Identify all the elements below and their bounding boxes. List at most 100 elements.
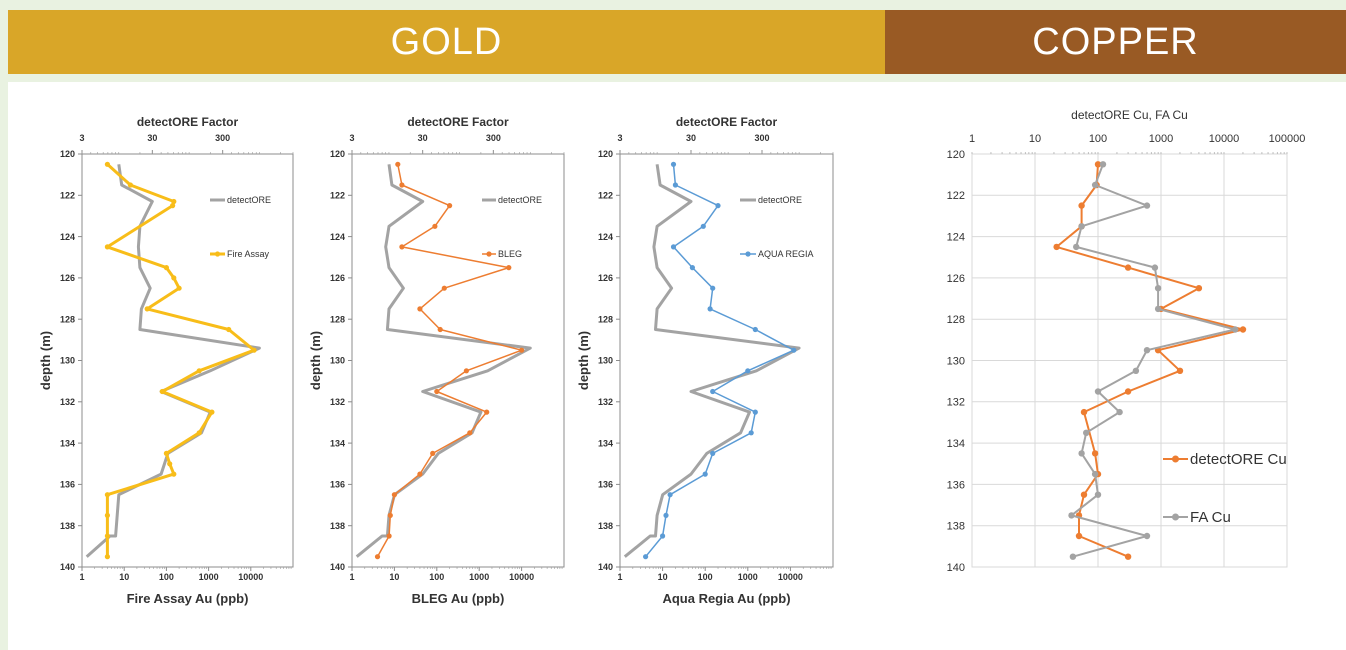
y-tick-label: 122 — [330, 190, 345, 200]
plot-frame — [81, 153, 294, 568]
series-line-detectore — [355, 164, 532, 558]
data-point — [1091, 450, 1099, 457]
y-tick-label: 140 — [60, 562, 75, 572]
y-tick-label: 132 — [947, 397, 965, 409]
plot-frame — [351, 153, 565, 568]
top-tick-label: 3 — [349, 133, 354, 143]
data-point — [663, 512, 669, 519]
x-axis-label: Aqua Regia Au (ppb) — [662, 591, 790, 606]
data-point — [745, 368, 751, 374]
y-tick-label: 138 — [947, 521, 965, 533]
data-point — [1080, 408, 1088, 416]
data-point — [670, 244, 677, 250]
top-tick-label: 30 — [686, 133, 696, 143]
series-line-bleg — [376, 164, 523, 558]
data-point — [1143, 347, 1151, 354]
data-point — [1091, 470, 1099, 478]
data-point — [163, 450, 169, 456]
data-point — [1099, 161, 1107, 168]
bottom-tick-label: 1000 — [738, 572, 758, 582]
y-tick-label: 136 — [60, 480, 75, 490]
y-tick-label: 124 — [947, 231, 965, 243]
data-point — [700, 223, 706, 229]
data-point — [386, 533, 392, 539]
data-point — [1053, 243, 1060, 251]
y-tick-label: 134 — [330, 438, 345, 448]
y-tick-label: 128 — [60, 314, 75, 324]
bottom-tick-label: 100 — [698, 572, 713, 582]
data-point — [667, 492, 673, 498]
data-point — [689, 265, 696, 271]
y-tick-label: 130 — [60, 356, 75, 366]
data-point — [104, 554, 110, 560]
data-point — [1154, 305, 1162, 313]
series-line-aqua-regia — [645, 164, 795, 558]
y-tick-label: 136 — [947, 479, 965, 491]
chart-title: detectORE Factor — [676, 115, 778, 129]
top-tick-label: 100000 — [1269, 133, 1306, 145]
gold-panel — [8, 82, 885, 650]
series-line-fire-assay — [105, 163, 256, 557]
data-point — [752, 326, 758, 333]
data-point — [1195, 285, 1203, 292]
legend-marker — [745, 251, 751, 257]
y-tick-label: 138 — [60, 521, 75, 531]
data-point — [710, 388, 716, 395]
bottom-tick-label: 1 — [349, 572, 354, 582]
top-tick-label: 30 — [147, 133, 157, 143]
data-point — [171, 275, 177, 281]
legend-label: AQUA REGIA — [758, 249, 814, 259]
copper-banner: COPPER — [885, 10, 1346, 74]
y-tick-label: 124 — [598, 232, 613, 242]
top-tick-label: 100 — [1089, 133, 1107, 145]
series-line-detectore — [85, 164, 261, 558]
series-line-detectore — [623, 164, 801, 558]
data-point — [374, 554, 381, 560]
data-point — [387, 512, 393, 519]
data-point — [791, 347, 797, 353]
data-point — [643, 554, 649, 560]
data-point — [660, 533, 666, 539]
data-point — [399, 244, 405, 250]
data-point — [251, 347, 257, 353]
x-axis-label: BLEG Au (ppb) — [412, 591, 505, 606]
chart-title: detectORE Factor — [137, 115, 239, 129]
data-point — [104, 492, 110, 498]
y-tick-label: 126 — [330, 273, 345, 283]
data-point — [196, 430, 202, 436]
data-point — [1091, 181, 1099, 189]
data-point — [441, 285, 447, 291]
y-tick-label: 140 — [330, 562, 345, 572]
y-tick-label: 134 — [598, 438, 613, 448]
y-tick-label: 138 — [598, 521, 613, 531]
data-point — [1132, 367, 1140, 374]
y-tick-label: 120 — [947, 149, 965, 161]
legend-marker — [1172, 513, 1179, 521]
bottom-tick-label: 1 — [79, 572, 84, 582]
y-tick-label: 132 — [60, 397, 75, 407]
y-axis-label: depth (m) — [576, 331, 591, 390]
legend-marker — [214, 251, 221, 257]
top-tick-label: 3 — [79, 133, 84, 143]
top-tick-label: 300 — [754, 133, 769, 143]
data-point — [710, 450, 716, 456]
data-point — [1073, 243, 1080, 251]
y-tick-label: 126 — [947, 273, 965, 285]
y-tick-label: 128 — [598, 314, 613, 324]
y-tick-label: 132 — [598, 397, 613, 407]
bottom-tick-label: 10000 — [509, 572, 534, 582]
top-tick-label: 1000 — [1149, 133, 1173, 145]
data-point — [1078, 450, 1085, 457]
x-axis-label: Fire Assay Au (ppb) — [127, 591, 249, 606]
data-point — [171, 471, 177, 477]
bottom-tick-label: 10 — [658, 572, 668, 582]
data-point — [1143, 532, 1151, 540]
data-point — [1068, 512, 1075, 519]
data-point — [484, 409, 490, 415]
top-tick-label: 1 — [969, 133, 975, 145]
data-point — [506, 265, 512, 271]
data-point — [226, 326, 232, 333]
legend-label: detectORE — [758, 195, 802, 205]
data-point — [171, 198, 177, 205]
y-tick-label: 134 — [60, 438, 75, 448]
